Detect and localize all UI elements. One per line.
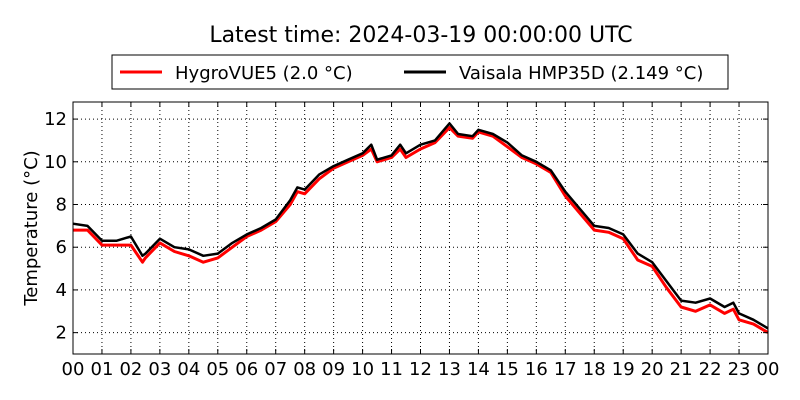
x-tick-label: 00 [62, 359, 85, 380]
chart-title: Latest time: 2024-03-19 00:00:00 UTC [209, 23, 632, 48]
axis-ticks: 00 01 02 03 04 05 06 07 08 09 10 11 12 13 14 15 16 17 18 19… [44, 102, 779, 380]
x-tick-label: 11 [380, 359, 403, 380]
x-tick-label: 01 [91, 359, 114, 380]
x-tick-label: 10 [351, 359, 374, 380]
legend: HygroVUE5 (2.0 °C) Vaisala HMP35D (2.149… [111, 54, 729, 90]
x-tick-label: 14 [467, 359, 490, 380]
y-tick-label: 6 [56, 237, 67, 258]
x-tick-label: 21 [670, 359, 693, 380]
x-tick-label: 12 [409, 359, 432, 380]
x-tick-label: 05 [206, 359, 229, 380]
x-tick-label: 07 [264, 359, 287, 380]
x-tick-label: 23 [728, 359, 751, 380]
x-tick-label: 15 [496, 359, 519, 380]
x-tick-label: 18 [583, 359, 606, 380]
x-tick-label: 00 [757, 359, 780, 380]
y-tick-label: 2 [56, 323, 67, 344]
series-lines [72, 122, 769, 334]
y-tick-label: 12 [44, 109, 67, 130]
x-tick-label: 17 [554, 359, 577, 380]
x-tick-label: 03 [148, 359, 171, 380]
x-tick-label: 20 [641, 359, 664, 380]
y-tick-label: 8 [56, 195, 67, 216]
grid [72, 102, 769, 354]
series-line-hygrovue5 [73, 126, 769, 334]
x-tick-label: 19 [612, 359, 635, 380]
x-tick-label: 08 [293, 359, 316, 380]
legend-label-hygrovue5: HygroVUE5 (2.0 °C) [175, 63, 353, 84]
x-tick-label: 06 [235, 359, 258, 380]
x-tick-label: 02 [119, 359, 142, 380]
y-tick-label: 10 [44, 152, 67, 173]
x-tick-label: 22 [699, 359, 722, 380]
x-tick-label: 04 [177, 359, 200, 380]
plot-frame [72, 101, 769, 355]
x-tick-label: 13 [438, 359, 461, 380]
series-line-vaisala [72, 122, 769, 330]
legend-label-vaisala: Vaisala HMP35D (2.149 °C) [459, 63, 703, 84]
x-tick-label: 09 [322, 359, 345, 380]
x-tick-label: 16 [525, 359, 548, 380]
y-tick-label: 4 [56, 280, 67, 301]
y-axis-label: Temperature (°C) [21, 150, 42, 306]
